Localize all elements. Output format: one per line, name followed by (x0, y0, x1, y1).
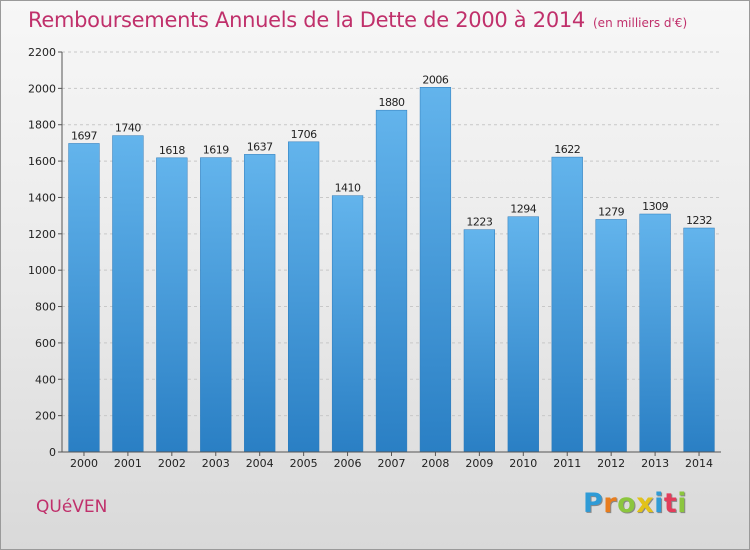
y-tick-label: 0 (49, 446, 56, 459)
y-tick-label: 1200 (28, 228, 56, 241)
x-tick-label: 2010 (509, 457, 537, 470)
y-tick-label: 600 (35, 337, 56, 350)
logo-letter: x (636, 488, 655, 519)
bars: 1697 1740 1618 1619 1637 1706 1410 1880 2006 1223… (68, 73, 715, 453)
x-tick-label: 2007 (378, 457, 406, 470)
y-tick-label: 1000 (28, 264, 56, 277)
axes: 0 200 400 600 800 1000 1200 1400 1600 1800 2000 220… (28, 46, 721, 470)
x-tick-label: 2014 (685, 457, 713, 470)
bar (507, 216, 539, 453)
x-tick-label: 2009 (465, 457, 493, 470)
bar (639, 213, 671, 453)
bar-value-label: 1618 (159, 144, 185, 157)
bar-value-label: 1279 (598, 205, 624, 218)
chart-title-text: Remboursements Annuels de la Dette de 20… (28, 8, 585, 32)
bar (375, 109, 408, 453)
bar-value-label: 1622 (554, 143, 580, 156)
bar (68, 143, 100, 453)
bar (595, 219, 627, 453)
bar-value-label: 1309 (642, 200, 668, 213)
logo-letter: o (617, 488, 637, 519)
bar-value-label: 1740 (115, 122, 141, 135)
x-tick-label: 2005 (290, 457, 318, 470)
bar-value-label: 1706 (291, 128, 317, 141)
y-tick-label: 1400 (28, 191, 56, 204)
y-tick-label: 2000 (28, 82, 56, 95)
bar (419, 87, 452, 453)
logo-letter: P (583, 488, 604, 519)
y-tick-label: 400 (35, 373, 56, 386)
bar (331, 195, 364, 453)
y-tick-label: 2200 (28, 46, 56, 59)
x-tick-label: 2012 (597, 457, 625, 470)
chart-title: Remboursements Annuels de la Dette de 20… (28, 8, 687, 32)
y-tick-label: 200 (35, 410, 56, 423)
logo-letter: t (663, 488, 678, 519)
x-tick-label: 2006 (334, 457, 362, 470)
bar (683, 227, 715, 453)
bar-value-label: 1697 (71, 129, 97, 142)
bar (156, 157, 188, 453)
bar-value-label: 1294 (510, 203, 536, 216)
bar-value-label: 1880 (379, 96, 405, 109)
x-tick-label: 2004 (246, 457, 274, 470)
x-tick-label: 2003 (202, 457, 230, 470)
proxiti-logo[interactable]: Proxiti (583, 488, 687, 519)
city-name: QUéVEN (36, 497, 108, 517)
bar-value-label: 1223 (466, 216, 492, 229)
bar (463, 229, 495, 453)
logo-letter: i (654, 488, 664, 519)
chart-subtitle: (en milliers d'€) (593, 16, 688, 30)
x-tick-label: 2002 (158, 457, 186, 470)
y-tick-label: 800 (35, 301, 56, 314)
x-tick-label: 2013 (641, 457, 669, 470)
y-tick-label: 1800 (28, 119, 56, 132)
bar-value-label: 1232 (686, 214, 712, 227)
bar-value-label: 2006 (422, 73, 448, 86)
bar (112, 135, 144, 453)
bar (288, 141, 320, 453)
bar-value-label: 1619 (203, 144, 229, 157)
bar (200, 157, 232, 453)
y-tick-label: 1600 (28, 155, 56, 168)
x-tick-label: 2001 (114, 457, 142, 470)
logo-letter: r (603, 488, 618, 519)
logo-letter: i (677, 488, 688, 519)
bar (551, 156, 583, 453)
bar-value-label: 1637 (247, 140, 273, 153)
x-tick-label: 2008 (421, 457, 449, 470)
bar-value-label: 1410 (335, 182, 361, 195)
x-tick-label: 2000 (70, 457, 98, 470)
x-tick-label: 2011 (553, 457, 581, 470)
bar (244, 154, 276, 453)
